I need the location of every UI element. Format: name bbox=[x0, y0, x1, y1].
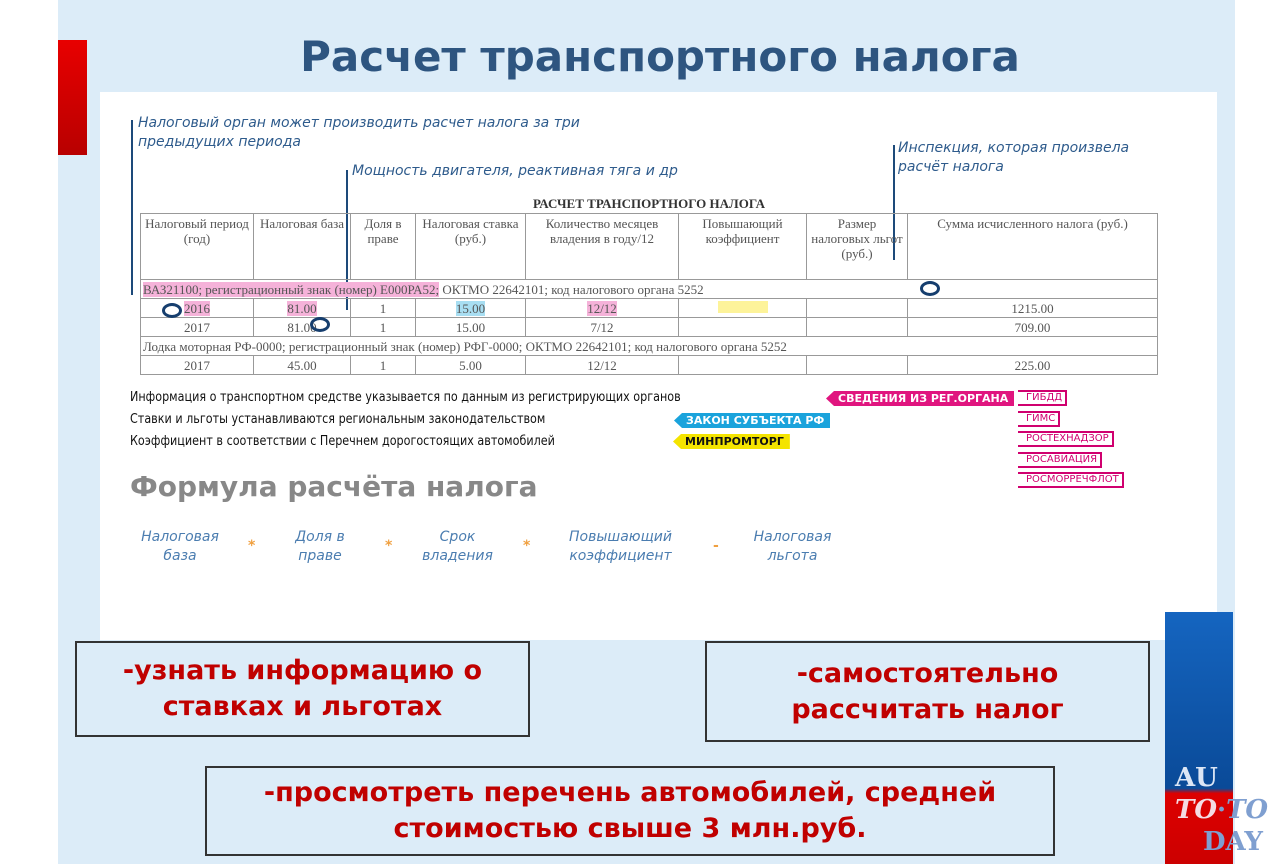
blue-accent-bar bbox=[1165, 612, 1233, 864]
pointer-line bbox=[131, 120, 133, 295]
info-box-calculate: -самостоятельно рассчитать налог bbox=[705, 641, 1150, 742]
vehicle-info: ОКТМО 22642101; код налогового органа 52… bbox=[439, 281, 704, 297]
col-header: Налоговая ставка (руб.) bbox=[415, 213, 526, 280]
info-box-cars-list: -просмотреть перечень автомобилей, средн… bbox=[205, 766, 1055, 856]
formula-operator: - bbox=[713, 538, 719, 554]
info-line: Ставки и льготы устанавливаются регионал… bbox=[130, 412, 546, 427]
organ-tag: РОСМОРРЕЧФЛОТ bbox=[1018, 472, 1124, 488]
formula-term: Налоговая льгота bbox=[753, 529, 832, 564]
organ-tag: РОСТЕХНАДЗОР bbox=[1018, 431, 1114, 447]
cell: 709.00 bbox=[907, 317, 1158, 337]
vehicle-row: Лодка моторная РФ-0000; регистрационный … bbox=[140, 336, 1158, 356]
table-title: РАСЧЕТ ТРАНСПОРТНОГО НАЛОГА bbox=[532, 196, 766, 211]
cell bbox=[806, 355, 908, 375]
col-header: Сумма исчисленного налога (руб.) bbox=[907, 213, 1158, 280]
highlight-coefficient bbox=[717, 300, 768, 313]
formula-title: Формула расчёта налога bbox=[130, 470, 538, 503]
formula-operator: * bbox=[523, 538, 531, 554]
highlight-circle bbox=[920, 281, 940, 296]
page-title: Расчет транспортного налога bbox=[300, 32, 1020, 81]
note-power: Мощность двигателя, реактивная тяга и др bbox=[352, 163, 678, 179]
cell: 2017 bbox=[140, 355, 254, 375]
highlight-circle bbox=[310, 317, 330, 332]
cell: 81.00 bbox=[253, 317, 351, 337]
col-header: Количество месяцев владения в году/12 bbox=[525, 213, 679, 280]
organ-tag: ГИМС bbox=[1018, 411, 1061, 427]
cell: 12/12 bbox=[587, 300, 617, 316]
cell bbox=[806, 298, 908, 318]
info-line: Коэффициент в соответствии с Перечнем до… bbox=[130, 434, 555, 449]
highlight-circle bbox=[162, 303, 182, 318]
col-header: Размер налоговых льгот (руб.) bbox=[806, 213, 908, 280]
organ-tag: ГИБДД bbox=[1018, 390, 1068, 406]
table-row: 2017 81.00 1 15.00 7/12 709.00 bbox=[140, 317, 1158, 337]
formula-operator: * bbox=[385, 538, 393, 554]
cell: 1215.00 bbox=[907, 298, 1158, 318]
col-header: Доля в праве bbox=[350, 213, 416, 280]
autotoday-logo: AU TO·TO DAY bbox=[1175, 763, 1269, 857]
red-accent-bar bbox=[58, 40, 87, 155]
cell: 15.00 bbox=[415, 317, 526, 337]
col-header: Налоговый период (год) bbox=[140, 213, 254, 280]
note-period: Налоговый орган может производить расчет… bbox=[138, 115, 580, 150]
vehicle-row: ВАЗ21100; регистрационный знак (номер) Е… bbox=[140, 279, 1158, 299]
tag-regional-law: ЗАКОН СУБЪЕКТА РФ bbox=[674, 413, 831, 428]
table-row: 2016 81.00 1 15.00 12/12 1215.00 bbox=[140, 298, 1158, 318]
formula-term: Повышающий коэффициент bbox=[569, 529, 672, 564]
cell: 2017 bbox=[140, 317, 254, 337]
cell: 1 bbox=[350, 317, 416, 337]
cell: 225.00 bbox=[907, 355, 1158, 375]
formula-operator: * bbox=[248, 538, 256, 554]
cell bbox=[806, 317, 908, 337]
cell: 12/12 bbox=[525, 355, 679, 375]
table-row: 2017 45.00 1 5.00 12/12 225.00 bbox=[140, 355, 1158, 375]
vehicle-reg: ВАЗ21100; регистрационный знак (номер) Е… bbox=[143, 281, 440, 297]
cell: 2016 bbox=[184, 300, 210, 316]
note-inspection: Инспекция, которая произвела расчёт нало… bbox=[898, 140, 1130, 175]
cell: 45.00 bbox=[253, 355, 351, 375]
tag-minpromtorg: МИНПРОМТОРГ bbox=[673, 434, 790, 449]
col-header: Налоговая база bbox=[253, 213, 351, 280]
tax-table: Налоговый период (год) Налоговая база До… bbox=[140, 213, 1158, 375]
cell bbox=[678, 317, 807, 337]
cell bbox=[678, 355, 807, 375]
cell: 5.00 bbox=[415, 355, 526, 375]
cell: 81.00 bbox=[287, 300, 317, 316]
cell: 1 bbox=[350, 298, 416, 318]
cell: 15.00 bbox=[455, 300, 486, 316]
tag-reg-organ: СВЕДЕНИЯ ИЗ РЕГ.ОРГАНА bbox=[826, 391, 1015, 406]
vehicle-info: Лодка моторная РФ-0000; регистрационный … bbox=[140, 336, 1158, 356]
pointer-line bbox=[893, 145, 895, 260]
info-line: Информация о транспортном средстве указы… bbox=[130, 390, 681, 405]
formula-term: Налоговая база bbox=[141, 529, 219, 564]
info-box-rates: -узнать информацию о ставках и льготах bbox=[75, 641, 530, 737]
cell: 1 bbox=[350, 355, 416, 375]
formula-term: Срок владения bbox=[422, 529, 493, 564]
cell: 7/12 bbox=[525, 317, 679, 337]
formula-term: Доля в праве bbox=[295, 529, 345, 564]
col-header: Повышающий коэффициент bbox=[678, 213, 807, 280]
organ-tag: РОСАВИАЦИЯ bbox=[1018, 452, 1103, 468]
